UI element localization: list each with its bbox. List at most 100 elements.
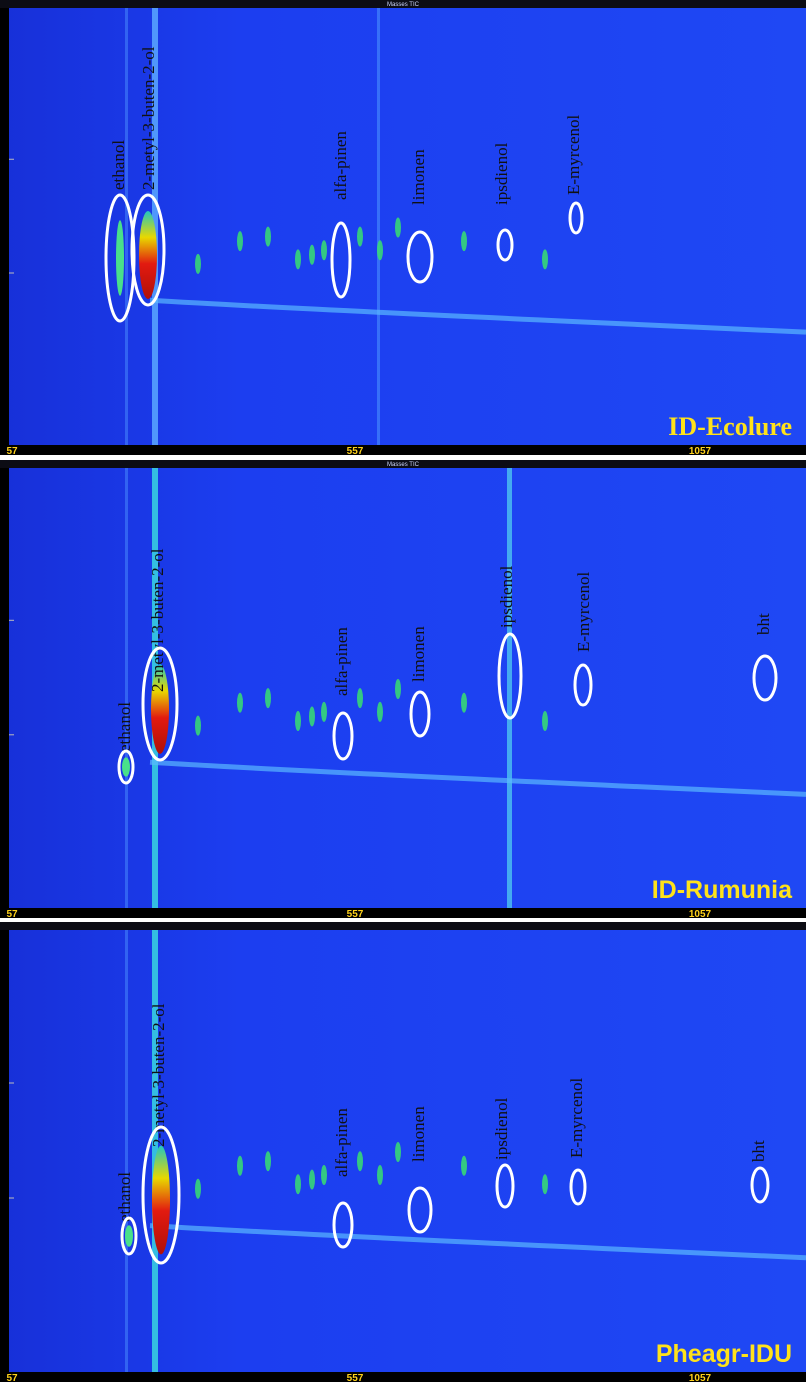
baseline-band: [149, 1223, 806, 1261]
peak-marker: [104, 193, 136, 323]
chromatogram-panel: ethanol 2-metyl-3-buten-2-ol alfa-pinen lim…: [0, 922, 806, 1382]
peak-marker: [495, 1163, 515, 1209]
peak-marker: [130, 193, 166, 307]
x-axis-bar: [0, 445, 806, 455]
signal-spot: [265, 1151, 271, 1172]
peak-marker: [332, 1201, 354, 1249]
signal-spot: [321, 1165, 327, 1185]
top-bar: [0, 460, 806, 468]
peak-label: E-myrcenol: [564, 114, 583, 195]
peak-label: E-myrcenol: [567, 1077, 586, 1158]
peak-label: bht: [749, 1140, 768, 1162]
peak-label: alfa-pinen: [331, 131, 350, 200]
x-tick-label: 1057: [689, 446, 712, 457]
signal-spot: [309, 244, 315, 265]
panel-header: Masses TIC: [387, 462, 420, 468]
sample-name: Pheagr-IDU: [656, 1340, 792, 1368]
peak-label: 2-metyl-3-buten-2-ol: [148, 548, 167, 692]
peak-marker: [750, 1166, 770, 1204]
panel-header: Masses TIC: [387, 2, 420, 8]
signal-spot: [357, 1151, 363, 1172]
panel-background: [0, 460, 806, 908]
signal-spot: [237, 1155, 243, 1176]
signal-spot: [461, 231, 467, 252]
peak-label: alfa-pinen: [332, 627, 351, 696]
sample-name: ID-Rumunia: [652, 876, 793, 904]
signal-spot: [395, 679, 401, 699]
column-streak: [507, 468, 512, 908]
peak-marker: [330, 221, 352, 299]
peak-marker: [496, 228, 514, 262]
top-bar: [0, 922, 806, 930]
peak-label: limonen: [409, 149, 428, 205]
major-peak: [152, 1145, 170, 1255]
x-axis-bar: [0, 908, 806, 918]
peak-marker: [569, 1168, 587, 1206]
peak-marker: [573, 663, 593, 707]
signal-spot: [295, 1174, 301, 1195]
x-tick-label: 557: [347, 1373, 364, 1382]
peak-label: ethanol: [109, 140, 128, 190]
peak-spot: [116, 220, 124, 296]
signal-spot: [309, 706, 315, 727]
column-streak: [152, 8, 158, 445]
top-bar: [0, 0, 806, 8]
major-peak: [151, 664, 169, 754]
panel-background: [0, 922, 806, 1372]
signal-spot: [237, 692, 243, 713]
left-axis: [0, 922, 9, 1372]
peak-label: ethanol: [115, 1172, 134, 1222]
signal-spot: [395, 217, 401, 238]
peak-label: limonen: [409, 626, 428, 682]
column-streak: [125, 8, 128, 445]
peak-marker: [332, 711, 354, 761]
peak-marker: [141, 1125, 181, 1265]
peak-marker: [752, 654, 778, 702]
peak-spot: [125, 1225, 133, 1247]
peak-label: alfa-pinen: [332, 1108, 351, 1177]
signal-spot: [195, 1178, 201, 1199]
signal-spot: [265, 226, 271, 247]
signal-spot: [461, 1155, 467, 1176]
column-streak: [377, 8, 380, 445]
peak-label: ethanol: [115, 702, 134, 752]
peak-label: bht: [754, 613, 773, 635]
x-tick-label: 57: [6, 446, 18, 457]
peak-marker: [568, 201, 584, 235]
peak-marker: [120, 1216, 138, 1256]
peak-marker: [407, 1186, 433, 1234]
signal-spot: [265, 688, 271, 709]
signal-spot: [542, 711, 548, 732]
peak-label: 2-metyl-3-buten-2-ol: [139, 46, 158, 190]
signal-spot: [195, 253, 201, 274]
signal-spot: [377, 240, 383, 261]
major-peak: [139, 211, 157, 299]
left-axis: [0, 0, 9, 445]
peak-marker: [117, 749, 135, 785]
signal-spot: [542, 249, 548, 270]
peak-label: limonen: [409, 1106, 428, 1162]
signal-spot: [461, 692, 467, 713]
sample-name: ID-Ecolure: [668, 412, 792, 441]
peak-marker: [497, 632, 523, 720]
signal-spot: [295, 249, 301, 270]
x-tick-label: 1057: [689, 1373, 712, 1382]
x-tick-label: 57: [6, 1373, 18, 1382]
signal-spot: [542, 1174, 548, 1195]
x-tick-label: 57: [6, 909, 18, 920]
signal-spot: [195, 715, 201, 736]
signal-spot: [377, 1165, 383, 1185]
baseline-band: [149, 297, 806, 335]
column-streak: [125, 468, 128, 908]
peak-marker: [141, 646, 179, 762]
signal-spot: [377, 701, 383, 722]
peak-marker: [406, 230, 434, 284]
x-axis-bar: [0, 1372, 806, 1382]
baseline-band: [149, 759, 806, 797]
peak-label: ipsdienol: [492, 142, 511, 205]
x-tick-label: 557: [347, 446, 364, 457]
signal-spot: [321, 701, 327, 722]
chromatogram-panel: Masses TIC ethanol 2-metyl-3-buten-2-ol alf…: [0, 0, 806, 457]
